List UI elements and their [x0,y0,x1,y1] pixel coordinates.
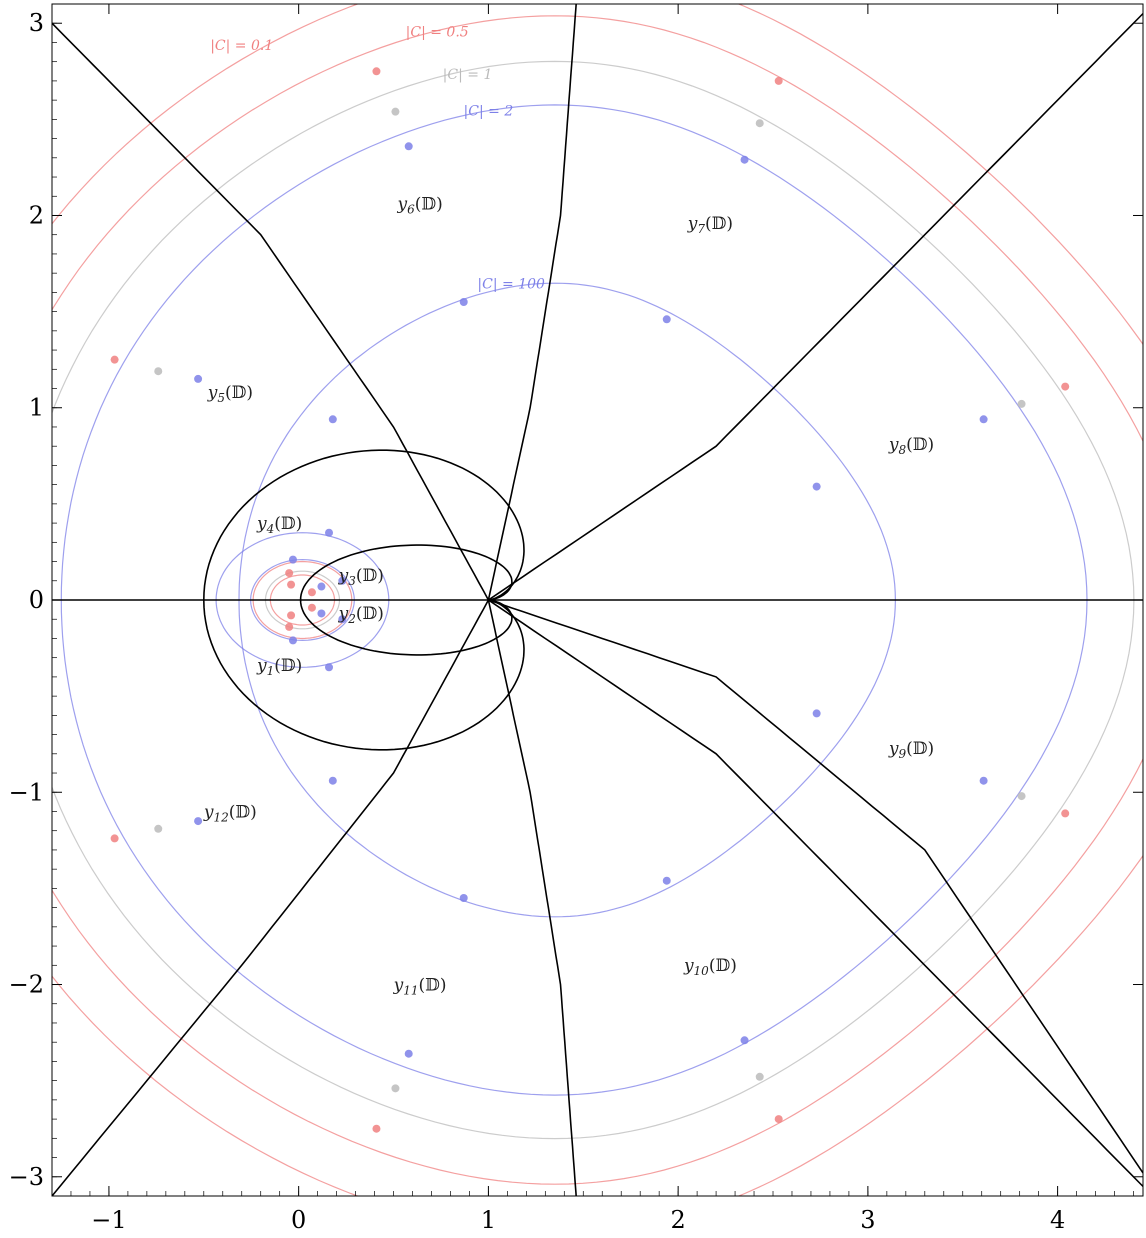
marker-point [288,636,297,645]
x-tick-label: 3 [860,1206,875,1234]
marker-point [194,817,203,826]
region-label-6: y6(𝔻) [396,195,442,217]
marker-point [755,119,764,128]
marker-point [391,107,400,116]
region-label-3: y3(𝔻) [338,566,384,588]
marker-point [740,155,749,164]
y-tick-label: −1 [9,778,44,806]
region-label-12: y12(𝔻) [203,802,257,824]
marker-point [110,355,119,364]
marker-point [979,776,988,785]
boundary-curves-layer [52,4,1143,1196]
marker-point [459,894,468,902]
region-label-11: y11(𝔻) [393,975,447,997]
region-label-8: y8(𝔻) [888,435,934,457]
marker-point [325,663,334,672]
marker-point [317,582,326,591]
marker-point [154,367,163,376]
marker-point [338,576,347,585]
marker-point [307,603,316,612]
marker-point [194,374,203,383]
marker-point [774,1115,783,1124]
marker-point [459,298,468,306]
level-curve-label-2: |C| = 1 [443,67,493,83]
x-tick-label: 4 [1050,1206,1065,1234]
marker-point [662,876,671,885]
marker-point [662,315,671,324]
region-label-2: y2(𝔻) [338,604,384,626]
region-label-7: y7(𝔻) [687,214,733,236]
marker-point [287,580,296,589]
marker-point [740,1036,749,1045]
region-label-1: y1(𝔻) [256,656,302,678]
boundary-ray-0 [487,4,577,601]
level-curve-label-0: |C| = 0.1 [210,38,273,54]
level-curve-label-1: |C| = 0.5 [406,25,469,41]
y-tick-label: 1 [29,394,44,422]
boundary-ray-1 [487,599,577,1196]
marker-point [1061,809,1070,818]
marker-point [755,1072,764,1081]
marker-point [328,776,337,785]
level-curve-label-3: |C| = 2 [464,104,514,120]
x-tick-label: 0 [291,1206,306,1234]
marker-point [391,1084,400,1093]
region-label-5: y5(𝔻) [207,383,253,405]
region-label-9: y9(𝔻) [888,739,934,761]
level-curve-label-4: |C| = 100 [477,277,545,293]
y-tick-label: −2 [9,971,44,999]
x-tick-label: 1 [481,1206,496,1234]
marker-point [285,569,294,578]
x-tick-label: −1 [91,1206,126,1234]
region-label-4: y4(𝔻) [256,514,302,536]
marker-point [404,1049,413,1058]
boundary-ray-6 [52,599,490,1196]
marker-point [328,415,337,424]
marker-point [110,834,119,843]
marker-point [1017,792,1026,801]
marker-point [154,824,163,833]
y-tick-label: 0 [29,586,44,614]
labels-layer: |C| = 0.1 |C| = 0.5 |C| = 1 |C| = 2 |C| = 10… [203,25,934,998]
marker-point [372,67,381,76]
y-tick-label: 3 [29,9,44,37]
marker-points-layer [110,67,1070,1133]
marker-point [979,415,988,424]
boundary-ray-3 [487,599,1143,1188]
marker-point [325,528,334,537]
y-tick-label: −3 [9,1163,44,1191]
marker-point [372,1124,381,1133]
level-curve-outer-1 [52,15,1143,1185]
marker-point [338,615,347,624]
marker-point [1061,382,1070,391]
boundary-ray-4 [488,599,1143,1174]
level-curve-outer-2 [52,60,1135,1140]
marker-point [812,482,821,491]
boundary-ray-5 [52,22,490,601]
axes-frame: −1 0 1 2 3 4 −3 −2 −1 0 1 2 3 [9,3,1144,1234]
marker-point [317,609,326,618]
marker-point [812,709,821,718]
marker-point [287,611,296,620]
marker-point [285,622,294,631]
y-tick-label: 2 [29,201,44,229]
region-label-10: y10(𝔻) [683,956,737,978]
marker-point [404,142,413,151]
x-tick-label: 2 [670,1206,685,1234]
marker-point [288,555,297,564]
boundary-ray-2 [487,12,1143,601]
marker-point [774,76,783,85]
marker-point [1017,399,1026,408]
marker-point [307,588,316,597]
